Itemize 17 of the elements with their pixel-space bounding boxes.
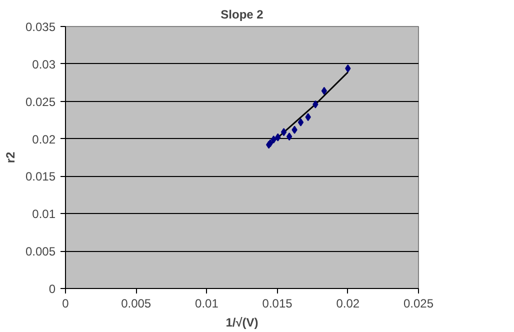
- chart-title: Slope 2: [220, 8, 264, 22]
- x-tick-label: 0.01: [195, 296, 219, 310]
- y-tick-label: 0.035: [25, 20, 56, 34]
- x-axis-title: 1/√(V): [226, 316, 258, 330]
- y-tick-label: 0.005: [25, 244, 56, 259]
- x-tick-label: 0.025: [403, 296, 434, 310]
- y-tick-label: 0.015: [25, 170, 56, 184]
- y-tick-label: 0.02: [32, 132, 56, 146]
- y-axis-title: r2: [3, 152, 18, 164]
- x-tick-label: 0.005: [121, 296, 152, 310]
- y-tick-label: 0.025: [25, 94, 56, 109]
- x-tick-label: 0.015: [262, 296, 293, 310]
- y-tick-label: 0.01: [32, 207, 56, 222]
- y-tick-label: 0.03: [32, 57, 56, 72]
- x-tick-label: 0.02: [336, 296, 360, 310]
- y-tick-label: 0: [48, 282, 56, 296]
- x-tick-label: 0: [62, 296, 70, 310]
